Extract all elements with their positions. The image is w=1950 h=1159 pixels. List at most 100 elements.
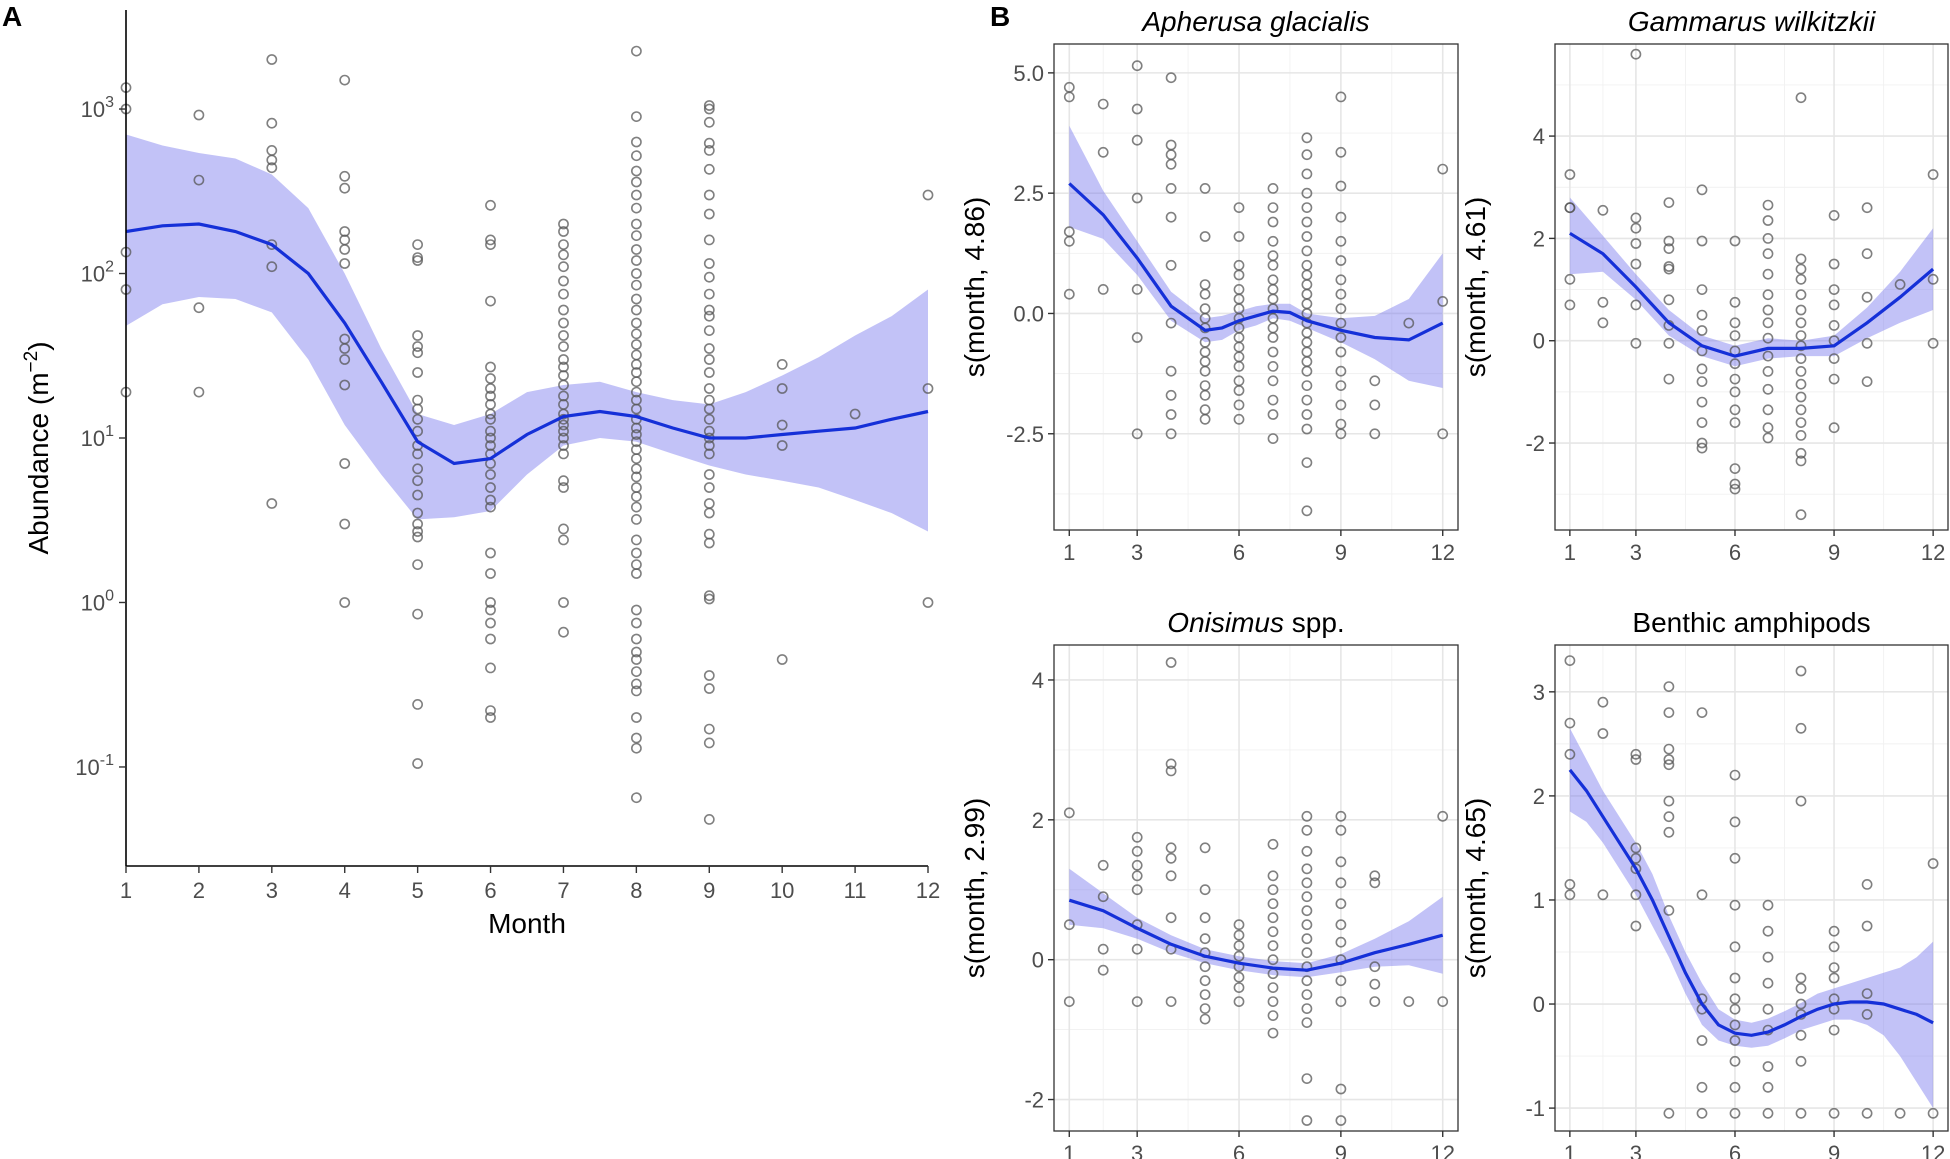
data-point [1663,905,1675,916]
data-point [1301,975,1313,987]
data-point [1663,1107,1675,1119]
data-point [922,597,934,608]
data-point [412,699,423,710]
data-point [1729,1035,1741,1046]
data-point [1131,192,1143,204]
data-point [703,737,715,749]
data-point [339,244,351,255]
x-tick-label: 3 [1630,1141,1642,1159]
data-point [1663,263,1675,275]
data-point [1267,982,1279,993]
data-point [631,244,642,255]
x-tick-label: 10 [770,878,794,903]
data-point [1696,235,1708,247]
x-tick-label: 6 [484,878,496,903]
data-point [1597,728,1609,739]
data-point [1762,977,1774,989]
data-point [1696,1035,1708,1046]
data-point [1267,870,1279,882]
data-point [1335,380,1347,391]
data-point [266,54,278,65]
data-point [412,394,423,406]
data-point [1335,274,1347,286]
data-point [1729,483,1741,495]
y-tick-label: 4 [1032,668,1044,693]
data-point [1233,231,1245,242]
data-point [1762,899,1774,911]
plots: 1 2 3 4 5 6 7 8 9 10 11 1210310210110010-1MonthAbun… [21,6,1949,1159]
data-point [1199,912,1211,924]
data-point [1131,859,1143,871]
data-point [631,165,642,177]
data-point [1729,404,1741,416]
data-point [1729,816,1741,828]
data-point [1063,91,1075,103]
data-point [1630,337,1642,349]
x-tick-label: 6 [1233,540,1245,565]
data-point [1267,259,1279,271]
data-point [485,469,496,480]
y-tick-label: 100 [81,587,114,615]
data-point [703,208,715,220]
data-point [1335,235,1347,247]
data-point [558,288,569,300]
data-point [1729,769,1741,781]
data-point [1335,180,1347,192]
data-point [1927,1107,1939,1119]
data-point [1233,399,1245,411]
data-point [1131,428,1143,440]
data-point [1729,941,1741,953]
data-point [631,471,642,483]
data-point [1335,332,1347,343]
fit-line [1569,231,1935,358]
data-point [703,271,715,283]
data-point [485,383,496,394]
data-point [1663,826,1675,838]
data-point [631,559,642,570]
data-point [1828,972,1840,984]
data-point [1267,394,1279,406]
chart-b3: 1 3 6 9 12 4 2 0 -2 s(month, 2.99) Onisimus spp. [959,607,1459,1159]
data-point [558,330,569,341]
data-point [1335,428,1347,440]
data-point [1403,996,1415,1007]
x-tick-label: 9 [703,878,715,903]
data-point [1696,437,1708,449]
data-point [776,440,788,451]
data-point [1762,304,1774,316]
data-point [703,482,715,493]
data-point [1762,1107,1774,1119]
data-point [703,814,715,825]
data-point [1233,413,1245,425]
data-point [1927,337,1939,349]
data-point [1795,455,1807,467]
data-point [1795,378,1807,390]
y-tick-label: 2 [1533,784,1545,809]
data-point [1795,509,1807,521]
data-point [1063,919,1075,931]
data-point [703,528,715,540]
data-point [631,678,642,690]
data-point [703,683,715,694]
data-point [1267,433,1279,444]
x-tick-label: 1 [1063,1141,1075,1159]
data-point [339,379,351,391]
data-point [1696,284,1708,295]
data-point [1165,758,1177,770]
y-tick-label: -2.5 [1006,422,1044,447]
data-point [1762,404,1774,416]
data-point [485,633,496,645]
data-point [1597,317,1609,329]
data-point [1696,184,1708,196]
data-point [1828,299,1840,311]
data-point [1437,810,1449,822]
data-point [703,590,715,602]
data-point [1335,898,1347,910]
x-tick-label: 8 [630,878,642,903]
data-point [1828,209,1840,221]
data-point [485,425,496,437]
data-point [1165,365,1177,377]
data-point [1267,940,1279,952]
y-tick-label: 0 [1032,948,1044,973]
data-point [703,498,715,509]
